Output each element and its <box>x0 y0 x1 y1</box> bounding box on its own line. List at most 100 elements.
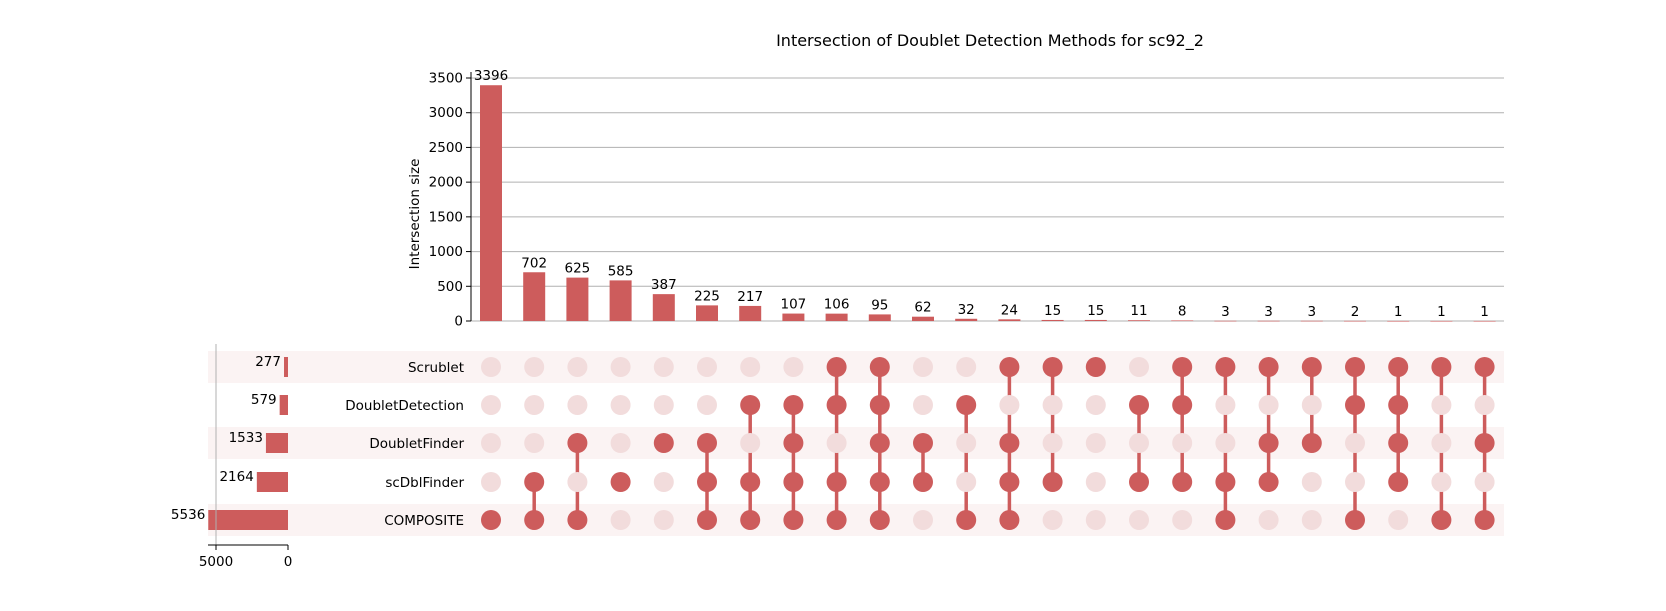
set-label: DoubletFinder <box>369 436 464 452</box>
membership-dot-inactive <box>1215 433 1236 453</box>
membership-dot-inactive <box>524 433 545 453</box>
matrix-row-shade <box>208 351 1504 383</box>
bar-value-label: 217 <box>737 289 763 305</box>
intersection-bar <box>825 313 848 321</box>
bar-value-label: 8 <box>1178 303 1187 319</box>
membership-dot-active <box>999 510 1020 530</box>
membership-dot-active <box>1301 433 1322 453</box>
membership-dot-inactive <box>1085 395 1106 415</box>
membership-dot-active <box>869 357 890 377</box>
intersection-bar <box>696 305 718 321</box>
set-size-label: 5536 <box>171 507 205 523</box>
bar-value-label: 62 <box>914 300 931 316</box>
membership-dot-inactive <box>1388 510 1409 530</box>
membership-dot-inactive <box>1301 472 1322 492</box>
bar-value-label: 106 <box>824 297 850 313</box>
membership-dot-active <box>826 357 847 377</box>
membership-dot-active <box>1388 395 1409 415</box>
set-size-tick-label: 0 <box>284 554 293 570</box>
membership-dot-active <box>1129 472 1149 492</box>
membership-dot-active <box>524 510 545 530</box>
set-label: scDblFinder <box>385 475 464 491</box>
membership-dot-active <box>1258 472 1279 492</box>
intersection-bar <box>1430 320 1453 322</box>
membership-dot-inactive <box>653 395 674 415</box>
membership-dot-inactive <box>1474 472 1495 492</box>
membership-dot-inactive <box>1301 510 1322 530</box>
membership-dot-inactive <box>653 357 674 377</box>
membership-dot-active <box>740 395 761 415</box>
intersection-bars <box>480 85 1496 322</box>
membership-dot-active <box>999 433 1020 453</box>
membership-dot-active <box>1388 357 1409 377</box>
membership-dot-inactive <box>610 357 631 377</box>
membership-dot-active <box>1474 357 1495 377</box>
membership-dot-active <box>783 472 804 492</box>
intersection-bar <box>1214 320 1237 322</box>
membership-dot-inactive <box>1474 395 1495 415</box>
set-size-label: 2164 <box>219 469 253 485</box>
set-size-bar <box>279 395 288 415</box>
membership-dot-inactive <box>956 357 977 377</box>
membership-dot-inactive <box>956 433 977 453</box>
membership-dot-active <box>913 472 933 492</box>
bar-value-label: 1 <box>1437 304 1446 320</box>
y-tick-label: 3500 <box>429 71 463 87</box>
membership-dot-inactive <box>697 395 717 415</box>
membership-dot-active <box>1431 357 1452 377</box>
membership-dot-inactive <box>913 357 933 377</box>
intersection-bar <box>652 294 675 321</box>
bar-value-label: 702 <box>521 255 547 271</box>
y-tick-label: 3000 <box>429 105 463 121</box>
set-size-label: 277 <box>255 354 281 370</box>
membership-dot-inactive <box>524 395 545 415</box>
membership-dot-active <box>1258 433 1279 453</box>
membership-dot-inactive <box>783 357 804 377</box>
set-size-bar <box>208 510 288 530</box>
y-tick-label: 1000 <box>429 244 463 260</box>
membership-dot-active <box>869 433 890 453</box>
bar-value-label: 387 <box>651 277 677 293</box>
bar-value-label: 3396 <box>474 68 508 84</box>
membership-dot-active <box>1172 395 1193 415</box>
intersection-bar <box>1128 320 1150 321</box>
y-tick-label: 2000 <box>429 175 463 191</box>
membership-dot-active <box>1474 510 1495 530</box>
membership-dot-inactive <box>1129 510 1149 530</box>
intersection-bar <box>998 319 1021 321</box>
membership-dot-active <box>913 433 933 453</box>
membership-dot-inactive <box>740 357 761 377</box>
bar-value-label: 3 <box>1264 304 1273 320</box>
membership-dot-active <box>1301 357 1322 377</box>
intersection-bar <box>739 305 762 321</box>
membership-dot-inactive <box>697 357 717 377</box>
membership-dot-inactive <box>1172 433 1193 453</box>
membership-dot-inactive <box>1085 433 1106 453</box>
membership-dot-inactive <box>481 433 501 453</box>
membership-dot-active <box>1258 357 1279 377</box>
bar-value-label: 107 <box>781 297 807 313</box>
membership-dot-inactive <box>1215 395 1236 415</box>
membership-dot-active <box>869 395 890 415</box>
membership-dot-inactive <box>1301 395 1322 415</box>
membership-dot-active <box>1215 510 1236 530</box>
set-size-label: 579 <box>251 392 277 408</box>
membership-dot-inactive <box>1345 433 1365 453</box>
membership-dot-active <box>567 433 588 453</box>
bar-value-label: 11 <box>1130 303 1147 319</box>
membership-dot-inactive <box>481 395 501 415</box>
bar-value-label: 3 <box>1308 304 1317 320</box>
membership-dot-active <box>826 510 847 530</box>
membership-dot-inactive <box>1258 510 1279 530</box>
membership-dot-inactive <box>826 433 847 453</box>
set-size-bars: 277 579 1533 2164 5536 <box>171 354 288 530</box>
membership-dot-inactive <box>1172 510 1193 530</box>
membership-dot-active <box>1215 472 1236 492</box>
y-tick-label: 0 <box>454 314 463 330</box>
membership-dot-inactive <box>1431 472 1452 492</box>
membership-dot-inactive <box>1258 395 1279 415</box>
intersection-bar <box>1387 320 1410 322</box>
membership-dot-inactive <box>1129 357 1149 377</box>
membership-dot-active <box>1388 472 1409 492</box>
